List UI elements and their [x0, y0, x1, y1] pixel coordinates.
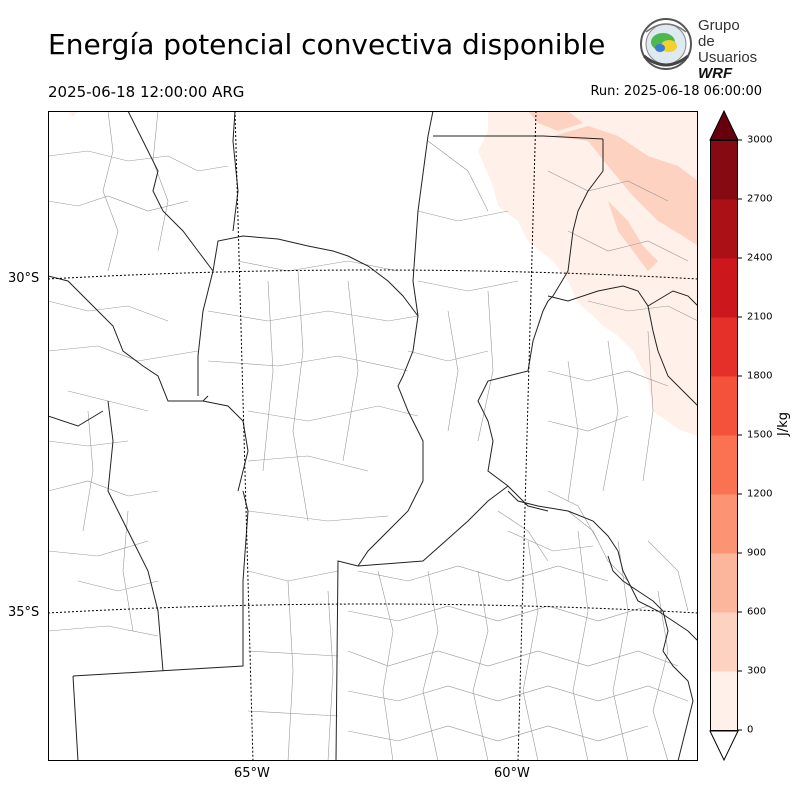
colorbar-over-triangle — [709, 110, 739, 141]
grupo-usuarios-wrf-logo: Grupo de Usuarios WRF — [638, 16, 760, 82]
colorbar-tick-label: 1800 — [747, 370, 773, 382]
colorbar-tick-label: 1500 — [747, 429, 773, 441]
colorbar-tick-label: 2400 — [747, 252, 773, 264]
colorbar-tick-label: 1200 — [747, 488, 773, 500]
globe-seal-icon — [640, 18, 692, 70]
logo-line-3: WRF — [698, 65, 733, 82]
cape-shading-mid — [553, 126, 698, 246]
cape-shading-mid-3 — [528, 111, 583, 131]
lon-label-65w: 65°W — [234, 766, 270, 781]
map-panel — [48, 111, 698, 761]
colorbar-bin-5 — [710, 376, 738, 436]
colorbar-bin-1 — [710, 612, 738, 672]
colorbar-tick-label: 600 — [747, 606, 767, 618]
colorbar-tick-label: 900 — [747, 547, 767, 559]
colorbar-tick-label: 2100 — [747, 311, 773, 323]
colorbar — [709, 110, 742, 762]
colorbar-tick-label: 2700 — [747, 193, 773, 205]
cape-shading-mid-2 — [608, 201, 658, 271]
colorbar-bin-7 — [710, 258, 738, 318]
run-time: Run: 2025-06-18 06:00:00 — [590, 84, 762, 99]
lat-label-35s: 35°S — [8, 605, 40, 620]
colorbar-under-triangle — [709, 730, 739, 762]
colorbar-tick-label: 0 — [747, 724, 754, 736]
graticule — [48, 111, 698, 761]
map-title: Energía potencial convectiva disponible — [48, 28, 606, 61]
colorbar-bin-0 — [710, 671, 738, 731]
colorbar-bin-8 — [710, 199, 738, 259]
logo-line-2: Usuarios — [698, 49, 758, 66]
colorbar-bin-4 — [710, 435, 738, 495]
lat-label-30s: 30°S — [8, 271, 40, 286]
coastline — [607, 555, 694, 761]
colorbar-bin-9 — [710, 140, 738, 200]
colorbar-unit-label: J/kg — [776, 412, 791, 436]
colorbar-bin-3 — [710, 494, 738, 554]
lon-label-60w: 60°W — [494, 766, 530, 781]
colorbar-tick-label: 3000 — [747, 134, 773, 146]
department-boundaries — [48, 111, 698, 761]
province-boundaries — [48, 111, 698, 761]
logo-line-1: Grupo de — [698, 17, 740, 50]
colorbar-bin-6 — [710, 317, 738, 377]
colorbar-tick-label: 300 — [747, 665, 767, 677]
valid-time: 2025-06-18 12:00:00 ARG — [48, 83, 245, 101]
colorbar-bin-2 — [710, 553, 738, 613]
cape-shading-low-2 — [68, 111, 78, 117]
colorbar-frame — [710, 140, 738, 731]
map-frame — [48, 111, 698, 761]
